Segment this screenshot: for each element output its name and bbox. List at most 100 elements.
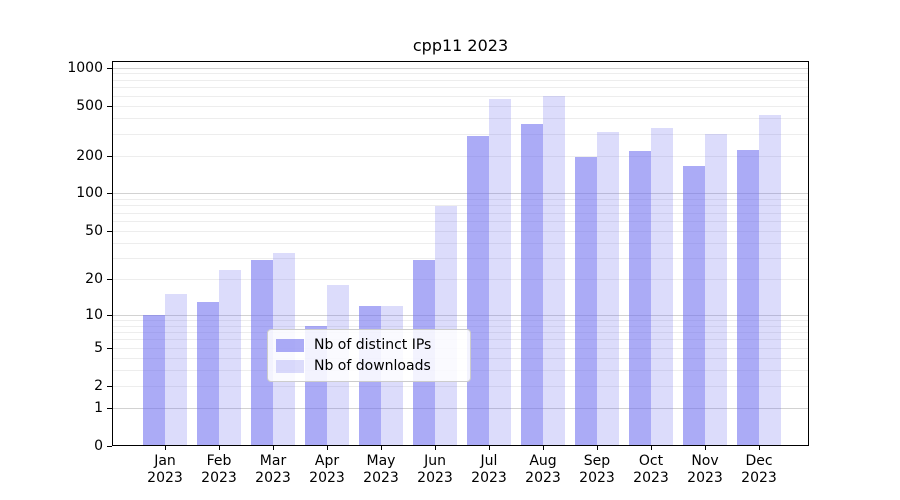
x-tick-year: 2023 <box>525 470 561 486</box>
x-tick-month: Aug <box>529 453 557 469</box>
x-tick-month: Jun <box>424 453 446 469</box>
bar-distinct-ips <box>521 123 543 446</box>
x-tick-year: 2023 <box>417 470 453 486</box>
y-tick-mark <box>107 155 112 157</box>
y-tick-label: 5 <box>94 339 103 356</box>
minor-gridline <box>112 133 809 135</box>
bar-distinct-ips <box>629 150 651 446</box>
bar-distinct-ips <box>251 259 273 446</box>
x-tick-year: 2023 <box>579 470 615 486</box>
major-gridline <box>112 67 809 69</box>
y-tick-label: 0 <box>94 438 103 454</box>
x-tick-label: Jul 2023 <box>457 453 521 487</box>
x-tick-mark <box>219 446 220 450</box>
y-tick-label: 1 <box>94 400 103 416</box>
minor-gridline <box>112 105 809 107</box>
y-tick-label: 200 <box>76 147 103 164</box>
legend-label: Nb of distinct IPs <box>314 337 432 353</box>
minor-gridline <box>112 155 809 157</box>
x-tick-mark <box>381 446 382 450</box>
legend-item: Nb of distinct IPs <box>276 337 460 353</box>
legend-item: Nb of downloads <box>276 358 460 374</box>
x-tick-label: May 2023 <box>349 453 413 487</box>
minor-gridline <box>112 212 809 214</box>
x-tick-month: Mar <box>259 453 287 469</box>
x-tick-mark <box>543 446 544 450</box>
x-tick-year: 2023 <box>147 470 183 486</box>
minor-gridline <box>112 199 809 200</box>
bar-downloads <box>165 294 187 446</box>
x-tick-month: Sep <box>583 453 611 469</box>
x-tick-mark <box>327 446 328 450</box>
y-tick-mark <box>107 347 112 349</box>
minor-gridline <box>112 242 809 244</box>
bar-distinct-ips <box>737 150 759 446</box>
bar-downloads <box>759 115 781 446</box>
x-tick-label: Feb 2023 <box>187 453 251 487</box>
bar-distinct-ips <box>683 166 705 446</box>
major-gridline <box>112 193 809 195</box>
bar-downloads <box>705 133 727 446</box>
x-tick-month: Dec <box>745 453 773 469</box>
minor-gridline <box>112 95 809 97</box>
x-tick-year: 2023 <box>201 470 237 486</box>
x-tick-month: Oct <box>638 453 664 469</box>
y-tick-mark <box>107 193 112 195</box>
legend-swatch <box>276 338 304 352</box>
y-tick-mark <box>107 446 112 447</box>
y-tick-mark <box>107 314 112 316</box>
x-tick-month: Feb <box>206 453 232 469</box>
y-tick-label: 10 <box>85 306 103 323</box>
minor-gridline <box>112 117 809 119</box>
x-tick-mark <box>651 446 652 450</box>
minor-gridline <box>112 230 809 232</box>
x-tick-year: 2023 <box>363 470 399 486</box>
x-tick-label: Nov 2023 <box>673 453 737 487</box>
bar-downloads <box>651 128 673 446</box>
minor-gridline <box>112 385 809 387</box>
minor-gridline <box>112 73 809 75</box>
x-tick-mark <box>489 446 490 450</box>
x-tick-year: 2023 <box>471 470 507 486</box>
bar-downloads <box>219 269 241 446</box>
legend: Nb of distinct IPs Nb of downloads <box>267 329 471 382</box>
bar-distinct-ips <box>143 314 165 446</box>
minor-gridline <box>112 279 809 281</box>
x-tick-label: Mar 2023 <box>241 453 305 487</box>
x-tick-label: Apr 2023 <box>295 453 359 487</box>
x-tick-year: 2023 <box>309 470 345 486</box>
minor-gridline <box>112 325 809 327</box>
x-tick-label: Sep 2023 <box>565 453 629 487</box>
bar-downloads <box>489 99 511 446</box>
y-tick-mark <box>107 67 112 69</box>
y-tick-mark <box>107 105 112 107</box>
x-tick-mark <box>165 446 166 450</box>
x-tick-year: 2023 <box>633 470 669 486</box>
x-tick-label: Jun 2023 <box>403 453 467 487</box>
x-tick-mark <box>273 446 274 450</box>
y-tick-label: 100 <box>76 185 103 202</box>
major-gridline <box>112 314 809 316</box>
minor-gridline <box>112 319 809 321</box>
x-tick-year: 2023 <box>741 470 777 486</box>
y-tick-label: 20 <box>85 271 103 288</box>
y-tick-label: 1000 <box>67 59 103 76</box>
legend-label: Nb of downloads <box>314 358 431 374</box>
x-tick-label: Jan 2023 <box>133 453 197 487</box>
x-tick-label: Aug 2023 <box>511 453 575 487</box>
x-tick-label: Oct 2023 <box>619 453 683 487</box>
y-tick-label: 50 <box>85 222 103 239</box>
y-tick-mark <box>107 279 112 281</box>
legend-swatch <box>276 359 304 373</box>
x-tick-mark <box>435 446 436 450</box>
y-tick-mark <box>107 230 112 232</box>
x-tick-month: Jan <box>154 453 176 469</box>
minor-gridline <box>112 258 809 259</box>
x-tick-month: Jul <box>480 453 498 469</box>
major-gridline <box>112 408 809 409</box>
chart-title: cpp11 2023 <box>412 36 509 55</box>
x-tick-year: 2023 <box>687 470 723 486</box>
plot-area: 0 1 2 5 10 20 50 100 200 500 1000 Jan 2023 Feb 2023 Mar… <box>67 60 809 486</box>
x-tick-year: 2023 <box>255 470 291 486</box>
